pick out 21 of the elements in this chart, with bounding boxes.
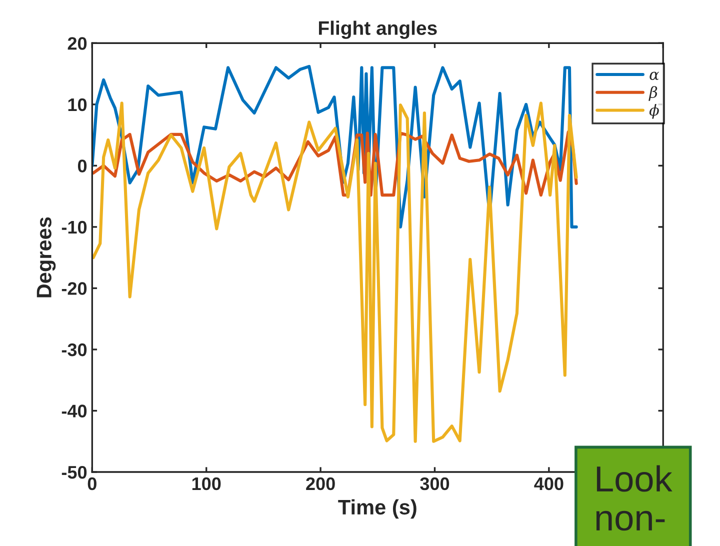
- x-tick-label: 0: [88, 477, 96, 490]
- y-tick-label: -20: [62, 282, 87, 295]
- x-tick-label: 200: [306, 477, 335, 490]
- x-axis-title: Time (s): [338, 499, 416, 519]
- legend-label: α: [650, 72, 660, 80]
- y-tick-label: 20: [68, 37, 87, 50]
- y-tick-label: 0: [78, 160, 87, 172]
- x-tick-label: 100: [192, 477, 221, 490]
- y-tick-label: -10: [62, 220, 87, 234]
- line-series: [92, 102, 578, 443]
- y-axis-title: Degrees: [36, 217, 56, 298]
- legend-label: ϕ: [649, 104, 659, 119]
- legend-label: β: [648, 86, 658, 101]
- chart-title: Flight angles: [318, 20, 437, 39]
- y-tick-label: 10: [68, 98, 87, 112]
- x-tick-label: 300: [420, 477, 450, 490]
- x-tick-label: 400: [534, 477, 564, 490]
- annotation: Look non-: [596, 465, 672, 531]
- y-tick-label: -50: [62, 466, 87, 479]
- y-tick-label: -40: [62, 404, 87, 418]
- y-tick-label: -30: [62, 343, 87, 356]
